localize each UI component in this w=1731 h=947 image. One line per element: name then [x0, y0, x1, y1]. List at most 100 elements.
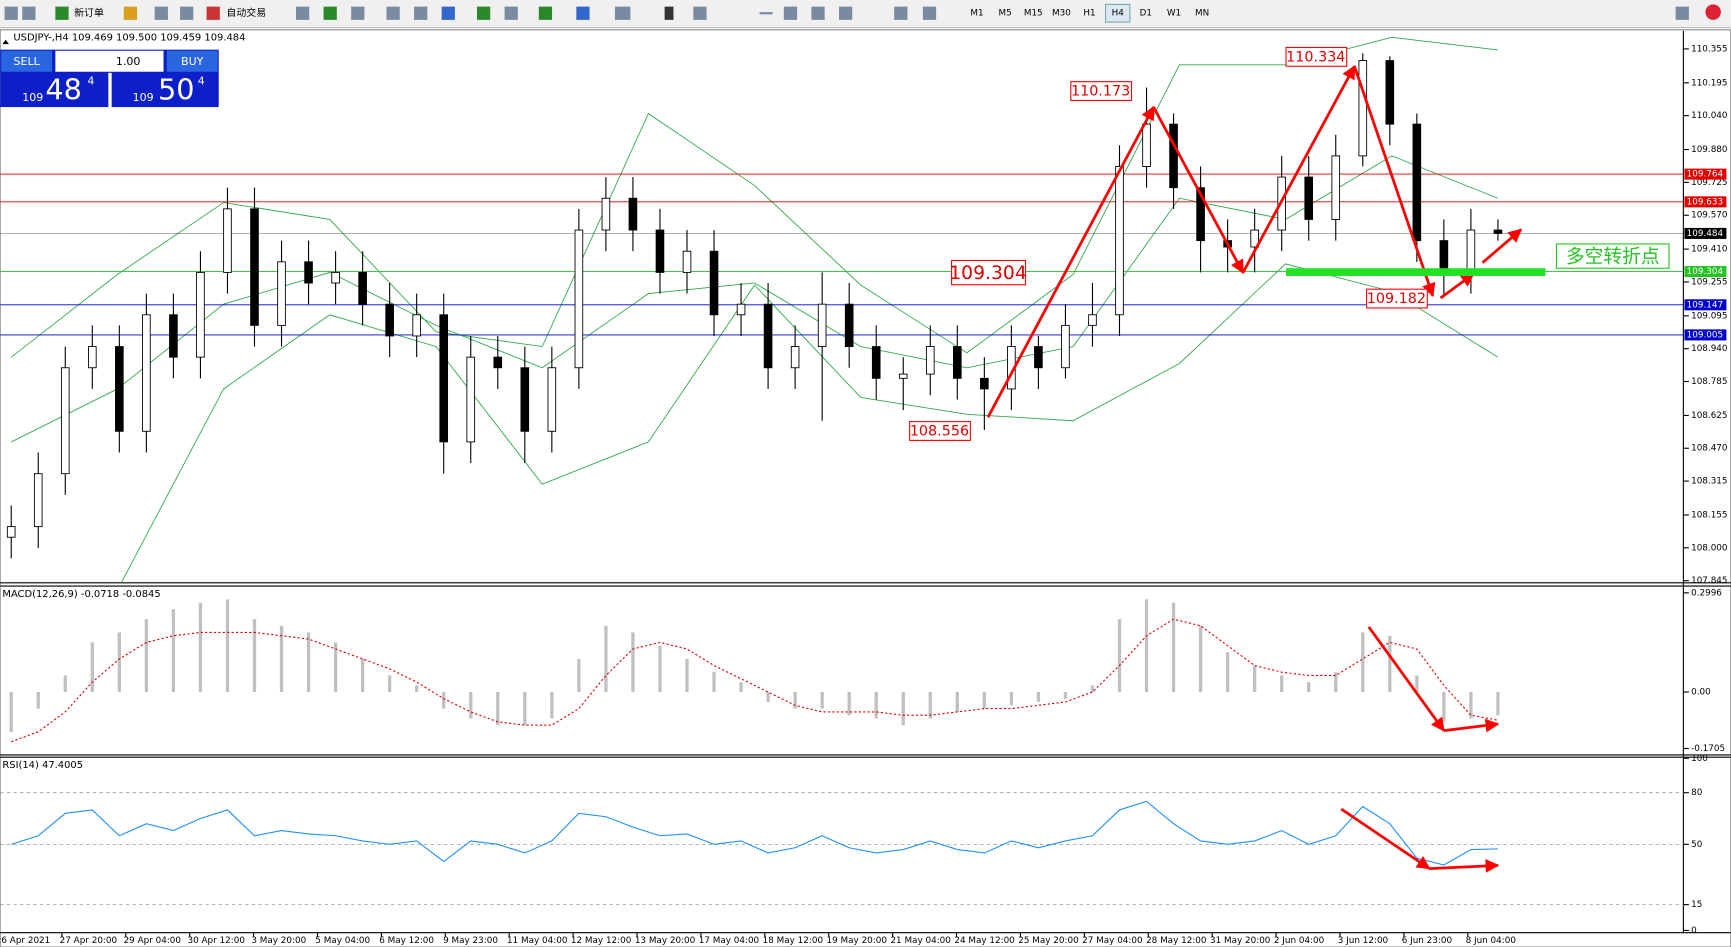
- macd-bar: [415, 685, 419, 693]
- timeframe-button[interactable]: M1: [970, 9, 983, 19]
- macd-bar: [1063, 692, 1068, 699]
- y-tick-label: 110.040: [1691, 111, 1728, 121]
- y-tick-label: 108.155: [1691, 510, 1727, 520]
- candle-body: [1331, 155, 1341, 220]
- macd-bar: [847, 692, 851, 716]
- macd-bar: [793, 692, 797, 709]
- candle-body: [817, 303, 827, 347]
- candle-body: [790, 346, 800, 369]
- time-label: 21 May 04:00: [890, 936, 951, 946]
- lots-input[interactable]: 1.00: [116, 55, 141, 68]
- macd-bar: [982, 692, 986, 709]
- ask-small: 4: [198, 75, 205, 88]
- macd-bar: [685, 658, 689, 693]
- macd-bar: [631, 632, 635, 693]
- buy-button[interactable]: [166, 50, 218, 72]
- macd-bar: [9, 692, 13, 732]
- macd-bar: [90, 642, 94, 693]
- annotation: 110.334: [1286, 49, 1345, 65]
- annotation: 多空转折点: [1566, 246, 1660, 268]
- timeframe-button[interactable]: M5: [999, 9, 1012, 19]
- buy-label[interactable]: BUY: [181, 55, 204, 68]
- macd-bar: [739, 682, 743, 693]
- candle-body: [601, 197, 611, 231]
- candle-body: [1142, 123, 1151, 167]
- annotation: 109.304: [949, 263, 1027, 284]
- new-order-button[interactable]: 新订单: [74, 6, 104, 19]
- level-label: 109.005: [1687, 330, 1723, 340]
- toolbar-icons: [4, 4, 1721, 20]
- macd-bar: [144, 619, 149, 693]
- candle-body: [682, 250, 692, 273]
- y-tick-label: 50: [1691, 840, 1703, 850]
- macd-bar: [442, 692, 446, 709]
- macd-signal: [11, 618, 1499, 743]
- macd-bar: [577, 658, 581, 693]
- candle-body: [1493, 229, 1503, 234]
- level-label: 109.304: [1687, 267, 1724, 277]
- time-label: 26 Apr 2021: [0, 936, 50, 946]
- time-label: 31 May 20:00: [1210, 936, 1271, 946]
- macd-title: MACD(12,26,9) -0.0718 -0.0845: [2, 589, 160, 600]
- level-tag: [1684, 266, 1727, 278]
- time-label: 28 May 12:00: [1146, 936, 1207, 946]
- candle-body: [439, 314, 449, 443]
- annotation: 108.556: [910, 424, 969, 440]
- timeframe-button[interactable]: M30: [1052, 9, 1071, 19]
- rsi-title: RSI(14) 47.4005: [2, 760, 83, 771]
- macd-bar: [1334, 672, 1338, 693]
- timeframe-button[interactable]: MN: [1195, 9, 1209, 19]
- candle-body: [1115, 166, 1124, 316]
- sell-button[interactable]: [1, 50, 53, 72]
- macd-bar: [306, 632, 311, 693]
- y-tick-label: 108.940: [1691, 344, 1728, 354]
- macd-bar: [1388, 635, 1392, 693]
- sell-label[interactable]: SELL: [14, 55, 41, 68]
- y-tick-label: 110.355: [1691, 44, 1727, 54]
- candle-body: [1304, 176, 1314, 220]
- level-tag: [1684, 227, 1727, 239]
- auto-trading-button[interactable]: 自动交易: [226, 6, 266, 19]
- candle-body: [898, 373, 908, 379]
- candle-body: [1088, 314, 1097, 326]
- timeframe-button[interactable]: H4: [1112, 9, 1125, 19]
- macd-bar: [1090, 685, 1095, 693]
- macd-bar: [1036, 692, 1041, 702]
- macd-bar: [1009, 692, 1014, 706]
- rsi-line: [11, 800, 1498, 866]
- candle-body: [493, 356, 503, 369]
- time-label: 24 May 12:00: [954, 936, 1015, 946]
- candle-body: [763, 303, 773, 369]
- candle-body: [6, 526, 16, 538]
- y-tick-label: 109.880: [1691, 145, 1728, 155]
- macd-bar: [1361, 632, 1365, 693]
- timeframe-active: [1105, 3, 1131, 23]
- level-tag: [1684, 196, 1727, 208]
- y-tick-label: 0.2996: [1691, 588, 1722, 598]
- y-tick-label: 15: [1691, 900, 1702, 910]
- y-tick-label: 109.410: [1691, 245, 1728, 255]
- timeframe-button[interactable]: D1: [1140, 9, 1152, 19]
- timeframe-button[interactable]: H1: [1083, 9, 1095, 19]
- macd-bar: [360, 658, 365, 693]
- candle-body: [196, 271, 205, 358]
- level-label: 109.633: [1687, 197, 1723, 207]
- macd-bar: [820, 692, 824, 709]
- macd-bar: [117, 632, 121, 693]
- y-tick-label: 80: [1691, 788, 1703, 798]
- candle-body: [547, 367, 557, 432]
- y-tick-label: 108.315: [1691, 477, 1727, 487]
- candle-body: [1385, 60, 1395, 125]
- timeframe-button[interactable]: M15: [1024, 9, 1043, 19]
- trade-panel: [0, 49, 219, 108]
- candle-body: [33, 473, 43, 528]
- macd-bar: [171, 609, 176, 693]
- bollinger-band: [10, 36, 1498, 358]
- macd-bar: [1496, 692, 1500, 716]
- candle-body: [520, 367, 530, 432]
- macd-bar: [1225, 652, 1230, 693]
- time-label: 8 Jun 04:00: [1466, 936, 1517, 946]
- timeframe-button[interactable]: W1: [1167, 9, 1181, 19]
- chart-window: [0, 29, 1731, 947]
